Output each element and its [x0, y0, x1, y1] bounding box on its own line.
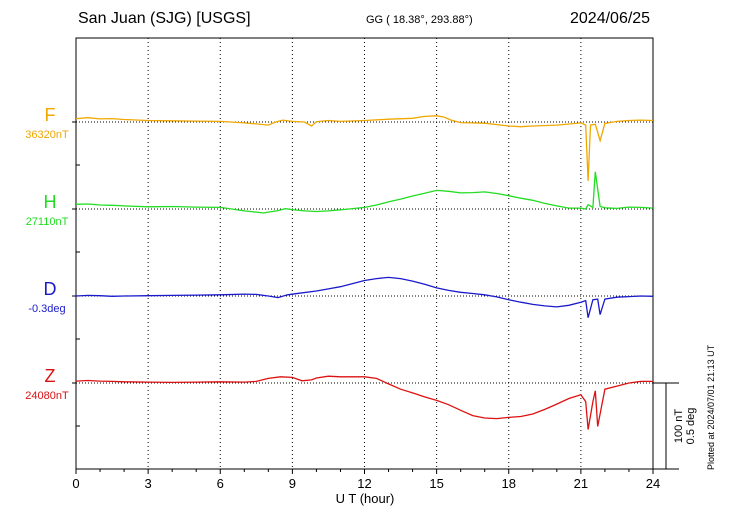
x-tick-label-0: 0 [72, 476, 79, 491]
geographic-coordinates: GG ( 18.38°, 293.88°) [366, 14, 473, 26]
grid-layer [147, 38, 582, 469]
series-baseline-H: 27110nT [26, 216, 69, 228]
baseline-layer [72, 121, 653, 384]
series-name-D: D [44, 279, 57, 299]
plot-date: 2024/06/25 [570, 10, 651, 27]
series-line-D [75, 276, 654, 318]
x-tick-label-15: 15 [429, 476, 443, 491]
series-baseline-Z: 24080nT [25, 390, 69, 402]
scale-bar-layer: 100 nT 0.5 deg [653, 382, 697, 470]
station-title: San Juan (SJG) [USGS] [78, 10, 251, 27]
scale-bar-label-deg: 0.5 deg [685, 408, 697, 445]
series-line-H [75, 171, 654, 214]
series-label-layer: F 36320nT H 27110nT D -0.3deg Z 24080nT [25, 105, 69, 402]
x-tick-label-9: 9 [289, 476, 296, 491]
x-tick-label-6: 6 [217, 476, 224, 491]
x-tick-label-18: 18 [502, 476, 516, 491]
x-tick-label-24: 24 [646, 476, 660, 491]
x-axis-title: U T (hour) [336, 491, 395, 506]
x-tick-label-12: 12 [357, 476, 371, 491]
x-tick-label-3: 3 [145, 476, 152, 491]
series-baseline-F: 36320nT [25, 129, 69, 141]
x-tick-label-21: 21 [574, 476, 588, 491]
scale-bar-label-nt: 100 nT [673, 409, 685, 444]
series-layer [75, 115, 654, 430]
x-tick-layer: 0 3 6 9 12 15 18 21 24 [72, 37, 660, 491]
series-name-F: F [45, 105, 56, 125]
series-name-Z: Z [45, 366, 56, 386]
series-line-Z [75, 375, 653, 430]
series-baseline-D: -0.3deg [28, 303, 65, 315]
series-line-F [75, 115, 654, 181]
series-name-H: H [44, 192, 57, 212]
